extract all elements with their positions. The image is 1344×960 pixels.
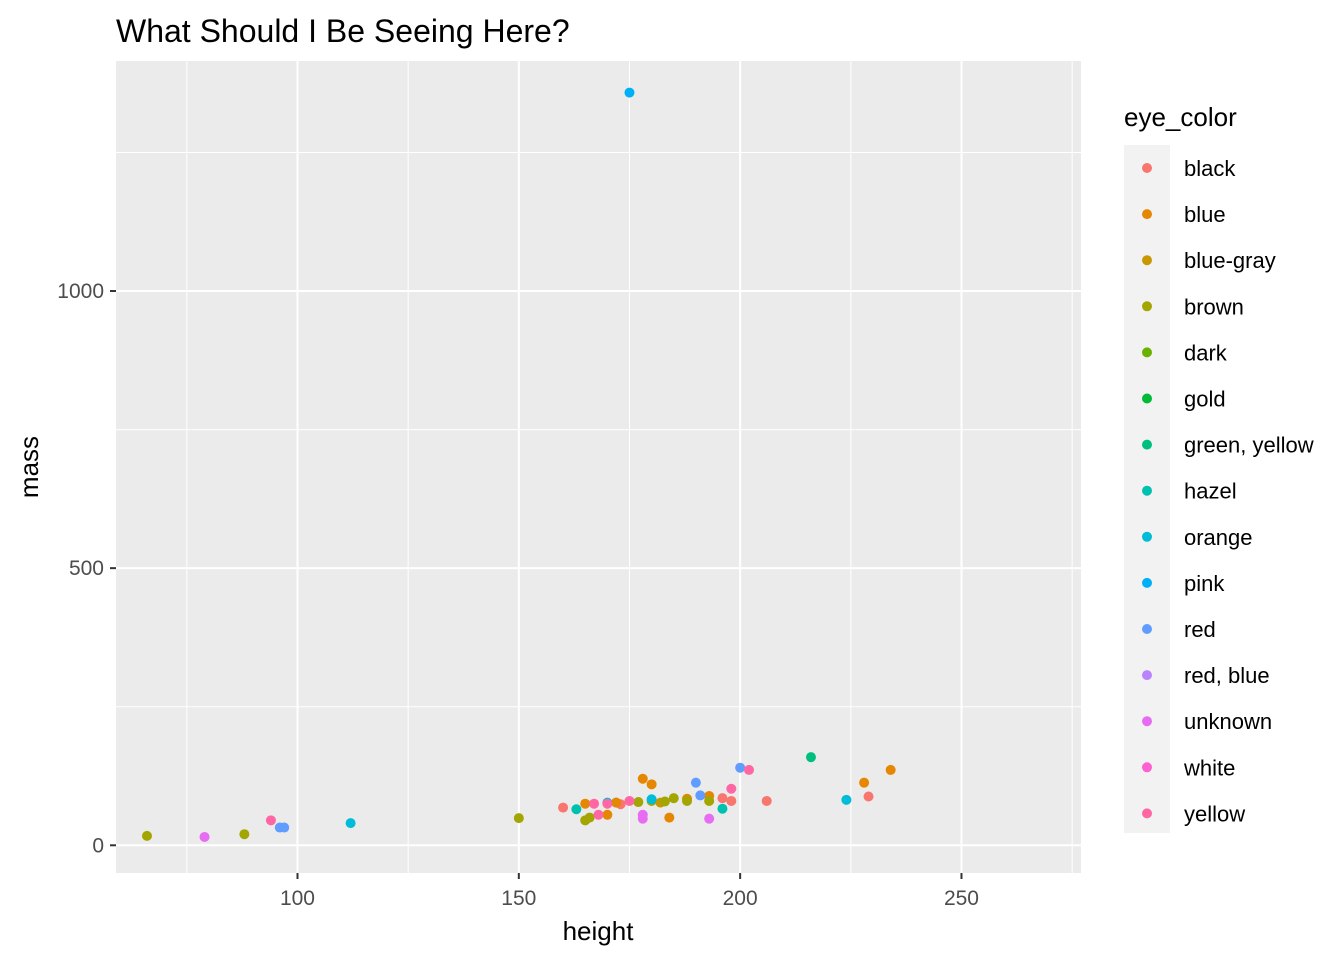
data-point (580, 798, 591, 809)
data-point (611, 797, 622, 808)
y-axis-title: mass (14, 436, 44, 498)
data-point (735, 762, 746, 773)
data-point (571, 804, 582, 815)
data-point (345, 818, 356, 829)
data-point (717, 793, 728, 804)
y-tick-label: 0 (92, 834, 104, 857)
data-point (589, 798, 600, 809)
data-point (761, 795, 772, 806)
legend-label: pink (1184, 571, 1225, 596)
plot-panel (116, 61, 1081, 873)
legend-label: unknown (1184, 709, 1272, 734)
legend-label: green, yellow (1184, 433, 1314, 458)
data-point (664, 812, 675, 823)
data-point (279, 822, 290, 833)
data-point (726, 795, 737, 806)
data-point (584, 812, 595, 823)
legend-label: black (1184, 156, 1236, 181)
data-point (863, 791, 874, 802)
data-point (695, 790, 706, 801)
legend-label: blue (1184, 202, 1226, 227)
data-point (637, 809, 648, 820)
data-point (726, 783, 737, 794)
data-point (704, 813, 715, 824)
data-point (859, 777, 870, 788)
legend-label: gold (1184, 387, 1226, 412)
legend-key (1142, 163, 1152, 173)
data-points (141, 87, 896, 842)
data-point (624, 795, 635, 806)
legend-key (1142, 531, 1152, 542)
legend-key (1142, 716, 1152, 727)
data-point (668, 793, 679, 804)
data-point (646, 794, 657, 805)
data-point (841, 794, 852, 805)
data-point (593, 809, 604, 820)
data-point (805, 752, 816, 763)
legend-key (1142, 485, 1152, 496)
legend-key (1142, 670, 1152, 681)
data-point (744, 764, 755, 775)
legend-key (1142, 347, 1152, 358)
legend-title: eye_color (1124, 102, 1237, 132)
data-point (624, 87, 635, 98)
y-axis-ticks: 0 500 1000 (57, 280, 116, 857)
legend-label: red (1184, 617, 1216, 642)
legend-label: hazel (1184, 479, 1237, 504)
x-tick-label: 200 (723, 887, 758, 910)
y-tick-label: 500 (69, 557, 104, 580)
legend-key (1142, 301, 1152, 312)
data-point (682, 795, 693, 806)
legend-key (1142, 624, 1152, 634)
data-point (885, 764, 896, 775)
legend: eye_color black blue blue-gray brown dark gol… (1124, 102, 1314, 833)
data-point (558, 802, 569, 813)
legend-label: blue-gray (1184, 248, 1276, 273)
legend-key (1142, 255, 1152, 266)
x-tick-label: 250 (944, 887, 979, 910)
data-point (265, 815, 276, 826)
x-axis-ticks: 100 150 200 250 (280, 873, 979, 910)
data-point (637, 773, 648, 784)
legend-label: orange (1184, 525, 1253, 550)
legend-label: white (1183, 755, 1235, 780)
legend-label: yellow (1184, 801, 1245, 826)
legend-label: brown (1184, 294, 1244, 319)
x-axis-title: height (563, 916, 635, 946)
data-point (690, 777, 701, 788)
data-point (704, 795, 715, 806)
data-point (717, 803, 728, 814)
data-point (141, 830, 152, 841)
x-tick-label: 150 (501, 887, 536, 910)
data-point (659, 796, 670, 807)
legend-label: dark (1184, 340, 1228, 365)
legend-key (1142, 577, 1152, 588)
data-point (239, 829, 250, 840)
data-point (199, 831, 210, 842)
data-point (602, 809, 613, 820)
minor-gridlines (116, 61, 1081, 873)
legend-label: red, blue (1184, 663, 1270, 688)
data-point (633, 797, 644, 808)
y-tick-label: 1000 (57, 280, 104, 303)
data-point (602, 798, 613, 809)
legend-key (1142, 209, 1152, 220)
data-point (513, 813, 524, 824)
chart-title: What Should I Be Seeing Here? (116, 13, 570, 49)
data-point (646, 779, 657, 790)
legend-key (1142, 808, 1152, 819)
legend-key (1142, 439, 1152, 450)
major-gridlines (116, 61, 1081, 873)
x-tick-label: 100 (280, 887, 315, 910)
legend-key (1142, 393, 1152, 404)
legend-key (1142, 762, 1152, 773)
